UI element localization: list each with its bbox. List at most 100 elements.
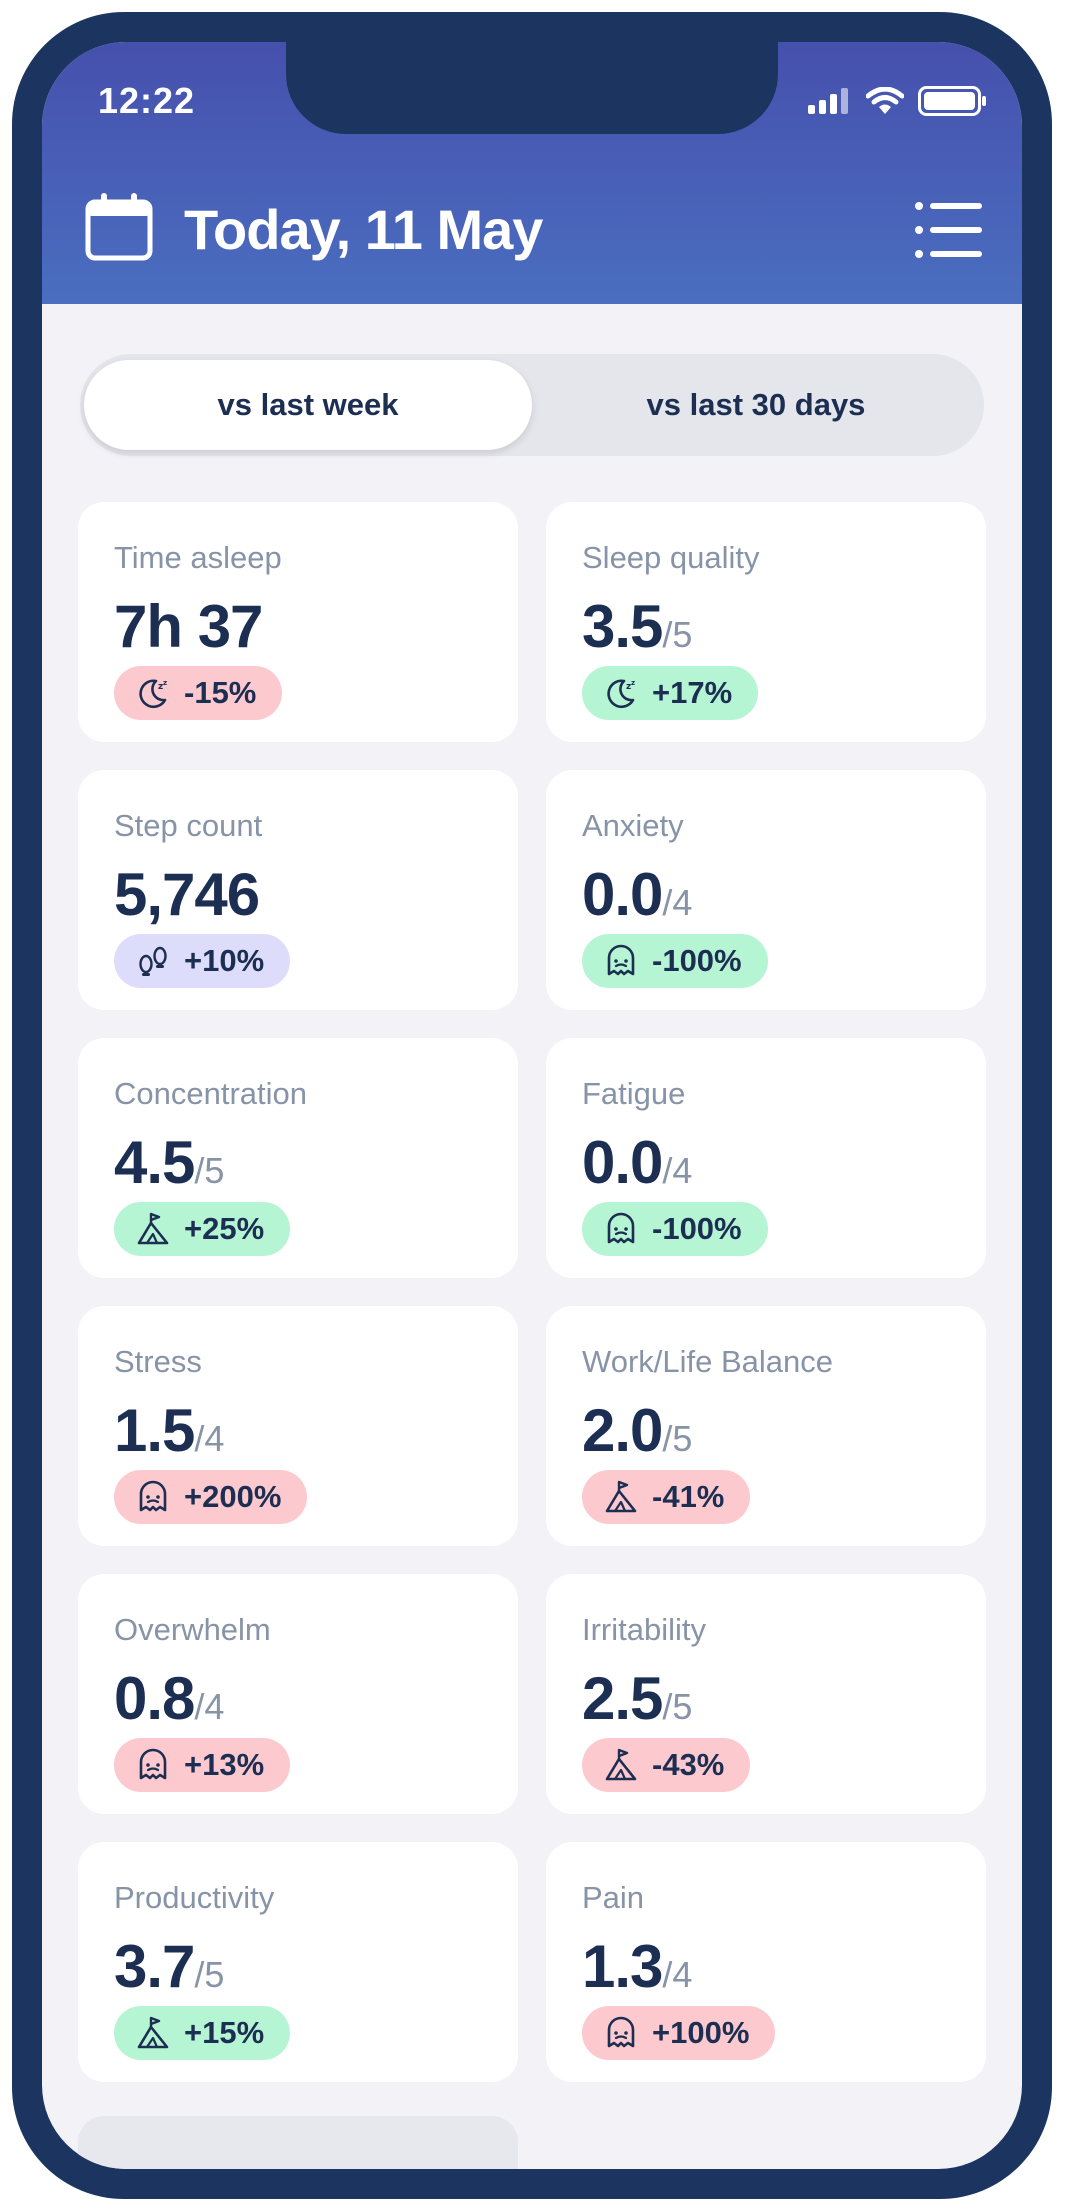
app-header: 12:22 — [42, 42, 1022, 304]
change-percent: -100% — [652, 943, 742, 978]
metric-value: 2.0/5 — [582, 1396, 692, 1465]
tab-vs-last-30-days[interactable]: vs last 30 days — [646, 387, 866, 422]
change-percent: +15% — [184, 2015, 265, 2050]
phone-frame: 12:22 — [12, 12, 1052, 2199]
change-badge: -100% — [582, 1202, 768, 1256]
change-percent: +100% — [652, 2015, 750, 2050]
change-percent: +10% — [184, 943, 265, 978]
metric-scale: /4 — [662, 882, 693, 923]
svg-text:z: z — [631, 679, 635, 687]
metric-label: Sleep quality — [582, 540, 760, 575]
change-badge: -41% — [582, 1470, 751, 1524]
metric-card[interactable]: Irritability 2.5/5 -43% — [546, 1574, 986, 1814]
metric-scale: /4 — [194, 1418, 225, 1459]
menu-button[interactable] — [914, 200, 984, 260]
metric-number: 5,746 — [114, 861, 260, 928]
metric-scale: /5 — [662, 1418, 693, 1459]
metric-value: 0.0/4 — [582, 860, 692, 929]
calendar-icon[interactable] — [84, 192, 154, 267]
svg-text:z: z — [626, 682, 631, 692]
comparison-toggle: vs last week vs last 30 days — [80, 354, 984, 456]
metric-number: 1.3 — [582, 1933, 663, 2000]
metric-label: Stress — [114, 1344, 202, 1379]
metric-card[interactable]: Overwhelm 0.8/4 +13% — [78, 1574, 518, 1814]
footprints-icon — [136, 944, 170, 978]
metric-number: 1.5 — [114, 1397, 195, 1464]
page-title[interactable]: Today, 11 May — [184, 198, 543, 261]
metric-scale: /4 — [662, 1954, 693, 1995]
metric-scale: /4 — [194, 1686, 225, 1727]
metric-number: 4.5 — [114, 1129, 195, 1196]
metric-card[interactable]: Step count 5,746 +10% — [78, 770, 518, 1010]
change-badge: -100% — [582, 934, 768, 988]
metric-value: 2.5/5 — [582, 1664, 692, 1733]
change-percent: +13% — [184, 1747, 265, 1782]
metric-value: 1.5/4 — [114, 1396, 224, 1465]
metric-number: 0.8 — [114, 1665, 195, 1732]
metric-label: Time asleep — [114, 540, 282, 575]
wifi-icon — [865, 86, 905, 120]
metric-value: 7h 37 — [114, 592, 263, 661]
metric-card[interactable]: Pain 1.3/4 +100% — [546, 1842, 986, 2082]
change-badge: +13% — [114, 1738, 291, 1792]
metric-card[interactable]: Work/Life Balance 2.0/5 -41% — [546, 1306, 986, 1546]
metric-label: Step count — [114, 808, 263, 843]
metric-value: 3.5/5 — [582, 592, 692, 661]
metric-label: Concentration — [114, 1076, 308, 1111]
change-percent: +25% — [184, 1211, 265, 1246]
metric-number: 2.5 — [582, 1665, 663, 1732]
metric-label: Fatigue — [582, 1076, 686, 1111]
metric-number: 0.0 — [582, 861, 663, 928]
mountain-flag-icon — [136, 2016, 170, 2050]
metric-value: 0.0/4 — [582, 1128, 692, 1197]
metric-label: Anxiety — [582, 808, 684, 843]
change-percent: -100% — [652, 1211, 742, 1246]
metric-value: 5,746 — [114, 860, 260, 929]
ghost-icon — [136, 1748, 170, 1782]
metric-value: 0.8/4 — [114, 1664, 224, 1733]
status-icons — [808, 85, 988, 121]
metric-label: Productivity — [114, 1880, 275, 1915]
metric-scale: /5 — [194, 1150, 225, 1191]
metric-label: Work/Life Balance — [582, 1344, 833, 1379]
change-badge: -43% — [582, 1738, 751, 1792]
metric-card[interactable]: Stress 1.5/4 +200% — [78, 1306, 518, 1546]
status-time: 12:22 — [98, 80, 196, 121]
ghost-icon — [136, 1480, 170, 1514]
battery-icon — [918, 85, 988, 121]
app-screen: 12:22 — [42, 42, 1022, 2169]
ghost-icon — [604, 2016, 638, 2050]
metric-number: 3.5 — [582, 593, 663, 660]
change-percent: -15% — [184, 675, 257, 710]
metric-scale: /5 — [662, 1686, 693, 1727]
device-notch — [286, 42, 778, 134]
metric-card[interactable]: Anxiety 0.0/4 -100% — [546, 770, 986, 1010]
ghost-icon — [604, 1212, 638, 1246]
metric-card[interactable]: Fatigue 0.0/4 -100% — [546, 1038, 986, 1278]
change-percent: -41% — [652, 1479, 725, 1514]
metric-label: Pain — [582, 1880, 645, 1915]
metric-scale: /5 — [194, 1954, 225, 1995]
tab-vs-last-week[interactable]: vs last week — [84, 360, 532, 450]
mountain-flag-icon — [604, 1480, 638, 1514]
svg-text:z: z — [158, 682, 163, 692]
metric-card[interactable]: Concentration 4.5/5 +25% — [78, 1038, 518, 1278]
mountain-flag-icon — [604, 1748, 638, 1782]
signal-icon — [808, 87, 852, 119]
metric-number: 2.0 — [582, 1397, 663, 1464]
change-percent: -43% — [652, 1747, 725, 1782]
metric-label: Irritability — [582, 1612, 707, 1647]
header-title-row: Today, 11 May — [84, 192, 543, 267]
metric-number: 3.7 — [114, 1933, 195, 2000]
metric-number: 7h 37 — [114, 593, 263, 660]
mountain-flag-icon — [136, 1212, 170, 1246]
metric-card[interactable]: Productivity 3.7/5 +15% — [78, 1842, 518, 2082]
metric-value: 4.5/5 — [114, 1128, 224, 1197]
metric-number: 0.0 — [582, 1129, 663, 1196]
